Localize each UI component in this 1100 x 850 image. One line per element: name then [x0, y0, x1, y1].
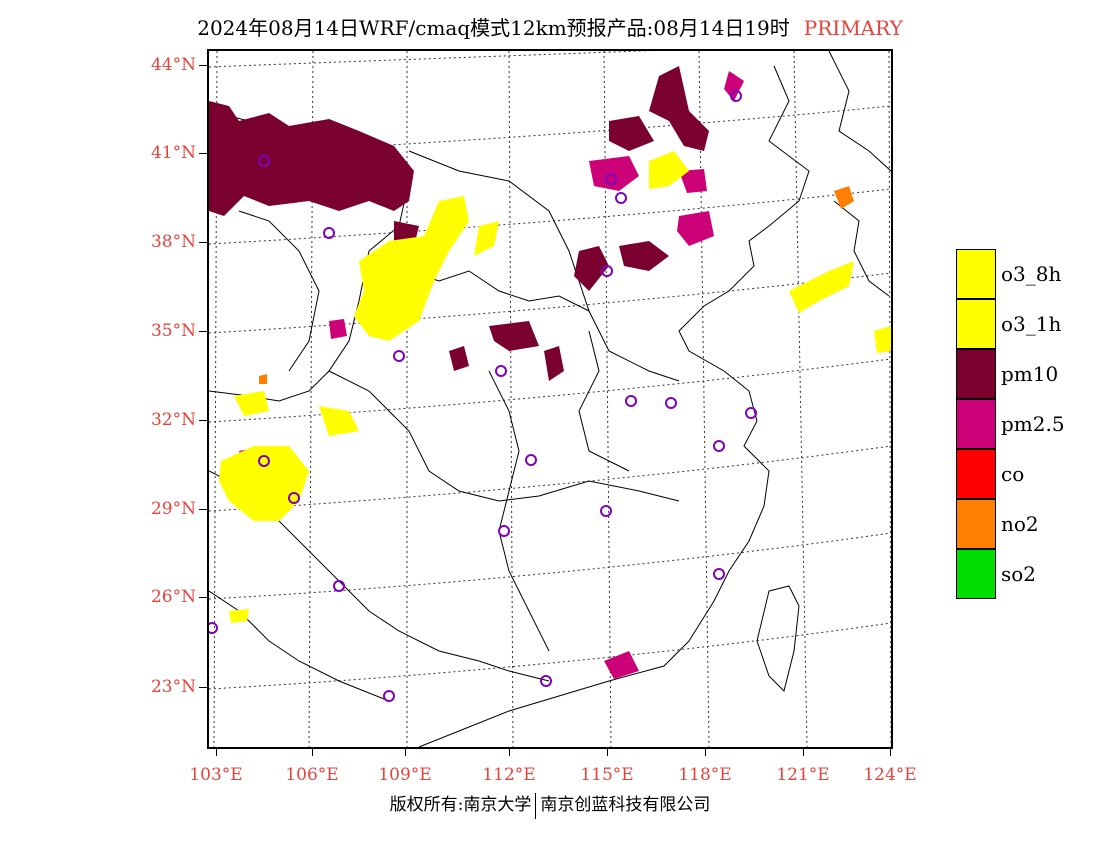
legend-swatch: [956, 249, 996, 299]
lon-tick: [405, 749, 406, 756]
legend-swatch: [956, 549, 996, 599]
lon-label-103: 103°E: [189, 765, 243, 785]
legend-label: co: [1001, 462, 1025, 486]
map-canvas: [209, 51, 891, 747]
legend-label: pm2.5: [1001, 412, 1065, 436]
legend-swatch: [956, 449, 996, 499]
lon-tick: [509, 749, 510, 756]
lat-tick: [199, 687, 207, 688]
station-markers: [209, 90, 757, 702]
legend-swatch: [956, 349, 996, 399]
map-title: 2024年08月14日WRF/cmaq模式12km预报产品:08月14日19时 P…: [0, 12, 1100, 41]
title-text: 2024年08月14日WRF/cmaq模式12km预报产品:08月14日19时: [197, 16, 790, 40]
lon-tick: [705, 749, 706, 756]
lat-tick: [199, 65, 207, 66]
lat-label-29: 29°N: [150, 499, 196, 519]
lat-tick: [199, 509, 207, 510]
lat-label-26: 26°N: [150, 587, 196, 607]
lon-label-106: 106°E: [285, 765, 339, 785]
primary-label: PRIMARY: [803, 16, 903, 40]
pollutant-patches: [209, 66, 891, 679]
legend-swatch: [956, 499, 996, 549]
lon-tick: [312, 749, 313, 756]
lat-tick: [199, 597, 207, 598]
legend-swatch: [956, 399, 996, 449]
forecast-map: [207, 49, 893, 749]
lat-label-44: 44°N: [150, 55, 196, 75]
lon-label-118: 118°E: [678, 765, 732, 785]
lon-tick: [216, 749, 217, 756]
footer-separator: [535, 792, 537, 819]
lat-label-35: 35°N: [150, 321, 196, 341]
lon-label-109: 109°E: [378, 765, 432, 785]
copyright-company: 南京创蓝科技有限公司: [540, 795, 711, 815]
legend-label: o3_8h: [1001, 262, 1062, 286]
copyright-footer: 版权所有:南京大学 南京创蓝科技有限公司: [0, 790, 1100, 819]
legend-label: o3_1h: [1001, 312, 1062, 336]
lat-label-32: 32°N: [150, 410, 196, 430]
lon-tick: [803, 749, 804, 756]
legend-label: no2: [1001, 512, 1039, 536]
lat-label-41: 41°N: [150, 143, 196, 163]
lat-tick: [199, 242, 207, 243]
lon-tick: [607, 749, 608, 756]
lon-label-115: 115°E: [580, 765, 634, 785]
legend-label: so2: [1001, 562, 1037, 586]
legend-swatch: [956, 299, 996, 349]
lat-label-23: 23°N: [150, 677, 196, 697]
copyright-owner: 版权所有:南京大学: [389, 795, 532, 815]
lat-tick: [199, 331, 207, 332]
lat-tick: [199, 153, 207, 154]
lat-label-38: 38°N: [150, 232, 196, 252]
legend-label: pm10: [1001, 362, 1059, 386]
lat-tick: [199, 420, 207, 421]
lon-label-112: 112°E: [482, 765, 536, 785]
lon-label-124: 124°E: [863, 765, 917, 785]
lon-tick: [890, 749, 891, 756]
lon-label-121: 121°E: [776, 765, 830, 785]
